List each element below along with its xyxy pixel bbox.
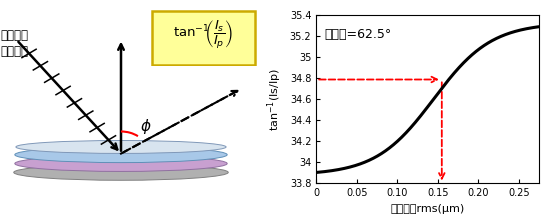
FancyBboxPatch shape xyxy=(152,11,255,65)
Y-axis label: tan$^{-1}$(Is/Ip): tan$^{-1}$(Is/Ip) xyxy=(266,68,284,131)
Text: $\mathrm{tan}^{-1}\!\!\left(\dfrac{I_s}{I_p}\right)$: $\mathrm{tan}^{-1}\!\!\left(\dfrac{I_s}{… xyxy=(173,19,234,51)
Text: 入射角=62.5°: 入射角=62.5° xyxy=(324,28,392,41)
Ellipse shape xyxy=(14,164,228,180)
Text: $\phi$: $\phi$ xyxy=(140,117,152,136)
Text: 拡散光の
偏光状態: 拡散光の 偏光状態 xyxy=(176,15,204,44)
Ellipse shape xyxy=(16,141,226,153)
Ellipse shape xyxy=(15,156,227,171)
Text: 入射光の
偏光状態: 入射光の 偏光状態 xyxy=(0,29,28,58)
X-axis label: 表面粗さrms(μm): 表面粗さrms(μm) xyxy=(390,204,465,214)
Ellipse shape xyxy=(15,147,227,163)
